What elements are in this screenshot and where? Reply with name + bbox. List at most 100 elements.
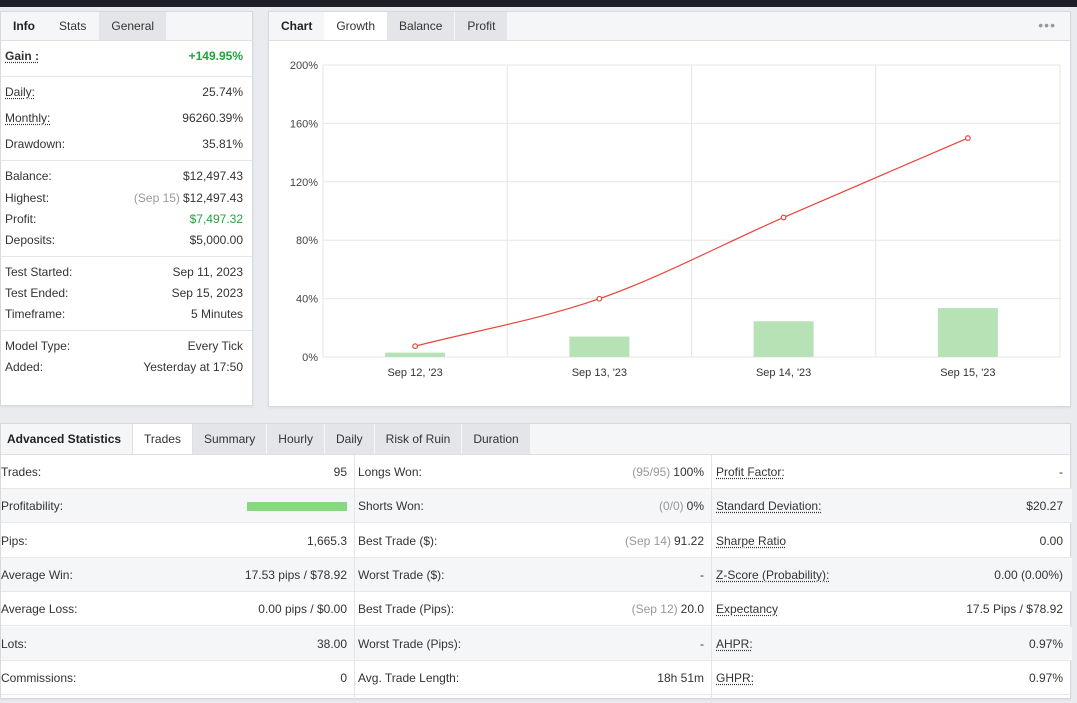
stat-value-text: - xyxy=(700,567,704,582)
stat-label: Commissions: xyxy=(1,670,77,685)
ellipsis-icon[interactable]: ••• xyxy=(1038,17,1056,33)
info-value: $7,497.32 xyxy=(190,209,243,229)
stat-label[interactable]: Standard Deviation: xyxy=(716,499,822,514)
info-label: Highest: xyxy=(5,191,50,205)
stat-value: 0 xyxy=(340,661,347,695)
info-value: Sep 11, 2023 xyxy=(172,262,243,282)
divider xyxy=(1,256,252,257)
growth-bar xyxy=(753,321,814,357)
stat-value-text: 38.00 xyxy=(316,636,347,651)
stat-value: 1,665.3 xyxy=(307,524,347,558)
stat-value-text: 0.97% xyxy=(1028,636,1063,651)
info-label: Timeframe: xyxy=(5,307,66,321)
gain-row: Gain : +149.95% xyxy=(5,46,243,66)
column-divider xyxy=(354,455,355,700)
stat-value-text: $20.27 xyxy=(1026,499,1063,514)
column-divider xyxy=(711,455,712,700)
tab-chart[interactable]: Chart xyxy=(281,19,313,33)
stat-label: Trades: xyxy=(1,465,42,479)
stat-label: Best Trade ($): xyxy=(358,533,438,548)
tab-profit[interactable]: Profit xyxy=(455,12,509,40)
stat-label[interactable]: Z-Score (Probability): xyxy=(716,567,830,582)
growth-point[interactable] xyxy=(412,343,419,350)
info-row: Balance: $12,497.43 xyxy=(5,166,243,186)
stat-value-text: 0.00 (0.00%) xyxy=(994,567,1063,582)
tab-info[interactable]: Info xyxy=(13,19,35,33)
stat-label[interactable]: Profit Factor: xyxy=(716,465,785,479)
stat-value-text: 20.0 xyxy=(680,602,704,617)
info-value: Yesterday at 17:50 xyxy=(143,357,243,377)
table-row: Average Loss: 0.00 pips / $0.00 Best Trade… xyxy=(1,592,1072,627)
info-tabs: Info Stats General xyxy=(1,12,252,41)
info-value-text: $12,497.43 xyxy=(182,169,243,183)
tab-duration[interactable]: Duration xyxy=(462,424,531,454)
growth-point[interactable] xyxy=(596,295,603,302)
tab-risk-of-ruin[interactable]: Risk of Ruin xyxy=(374,424,463,454)
stat-label: Worst Trade ($): xyxy=(358,567,445,582)
tab-daily[interactable]: Daily xyxy=(324,424,375,454)
stat-value: 0.00 xyxy=(1040,524,1063,558)
chart-panel: Chart Growth Balance Profit ••• 0% 40% 80%… xyxy=(268,11,1071,407)
stat-label[interactable]: Expectancy xyxy=(716,602,779,617)
stat-value-text: 18h 51m xyxy=(657,670,704,685)
growth-bar xyxy=(569,336,630,357)
tab-advanced-statistics[interactable]: Advanced Statistics xyxy=(7,432,122,446)
stat-label[interactable]: GHPR: xyxy=(716,670,755,685)
info-value-text: Sep 11, 2023 xyxy=(172,265,243,279)
growth-point[interactable] xyxy=(780,214,787,221)
tab-hourly[interactable]: Hourly xyxy=(267,424,325,454)
x-tick-label: Sep 13, '23 xyxy=(572,367,627,379)
tab-trades[interactable]: Trades xyxy=(132,424,193,454)
info-value-text: $12,497.43 xyxy=(182,191,243,205)
table-row: Trades: 95 Longs Won: (95/95) 100% Profit Fac… xyxy=(1,455,1072,489)
stat-label[interactable]: Sharpe Ratio xyxy=(716,533,787,548)
stat-value: 95 xyxy=(334,455,347,489)
info-label: Drawdown: xyxy=(5,137,66,151)
info-label: Profit: xyxy=(5,212,37,226)
stat-value-text: 100% xyxy=(673,465,704,479)
stat-value: 0.97% xyxy=(1029,661,1063,695)
gain-label[interactable]: Gain : xyxy=(5,49,40,63)
info-label[interactable]: Daily: xyxy=(5,85,36,99)
stat-value-text: 91.22 xyxy=(673,533,704,548)
tab-general[interactable]: General xyxy=(99,12,168,40)
info-value-text: $5,000.00 xyxy=(189,233,243,247)
table-row: Average Win: 17.53 pips / $78.92 Worst Tra… xyxy=(1,557,1072,592)
info-row: Profit: $7,497.32 xyxy=(5,209,243,229)
info-row: Drawdown: 35.81% xyxy=(5,134,243,154)
stat-value-text: 0 xyxy=(340,670,347,685)
stat-value: 17.5 Pips / $78.92 xyxy=(966,592,1063,626)
info-value: 96260.39% xyxy=(182,108,243,128)
info-label[interactable]: Monthly: xyxy=(5,111,51,125)
stat-value-text: - xyxy=(700,636,704,651)
info-value-text: $7,497.32 xyxy=(189,212,243,226)
tab-balance[interactable]: Balance xyxy=(387,12,456,40)
profitability-bar xyxy=(247,501,347,511)
y-tick-label: 40% xyxy=(296,294,318,306)
tab-growth[interactable]: Growth xyxy=(324,12,388,40)
tab-summary[interactable]: Summary xyxy=(192,424,268,454)
tab-stats[interactable]: Stats xyxy=(47,12,100,40)
table-row: Pips: 1,665.3 Best Trade ($): (Sep 14) 91.22… xyxy=(1,524,1072,558)
stat-label: Profitability: xyxy=(1,499,64,514)
stat-value: 0.00 (0.00%) xyxy=(994,558,1063,592)
info-label: Added: xyxy=(5,360,44,374)
info-row: Deposits: $5,000.00 xyxy=(5,230,243,250)
stat-value: (0/0) 0% xyxy=(659,489,704,523)
info-value-text: 25.74% xyxy=(202,85,243,99)
top-bar xyxy=(0,0,1077,7)
info-label: Model Type: xyxy=(5,339,71,353)
stat-value-text: 17.53 pips / $78.92 xyxy=(244,567,347,582)
growth-point[interactable] xyxy=(964,135,971,141)
info-value: $12,497.43 xyxy=(183,166,243,186)
y-tick-label: 80% xyxy=(296,235,318,247)
stat-value xyxy=(247,489,347,523)
info-label: Test Ended: xyxy=(5,286,69,300)
stat-label[interactable]: AHPR: xyxy=(716,636,753,651)
stat-value-text: - xyxy=(1059,465,1063,479)
info-value: $5,000.00 xyxy=(190,230,243,250)
info-value: 35.81% xyxy=(202,134,243,154)
x-tick-label: Sep 15, '23 xyxy=(940,367,995,379)
growth-bar xyxy=(937,308,998,357)
stat-value: 0.00 pips / $0.00 xyxy=(258,592,347,626)
